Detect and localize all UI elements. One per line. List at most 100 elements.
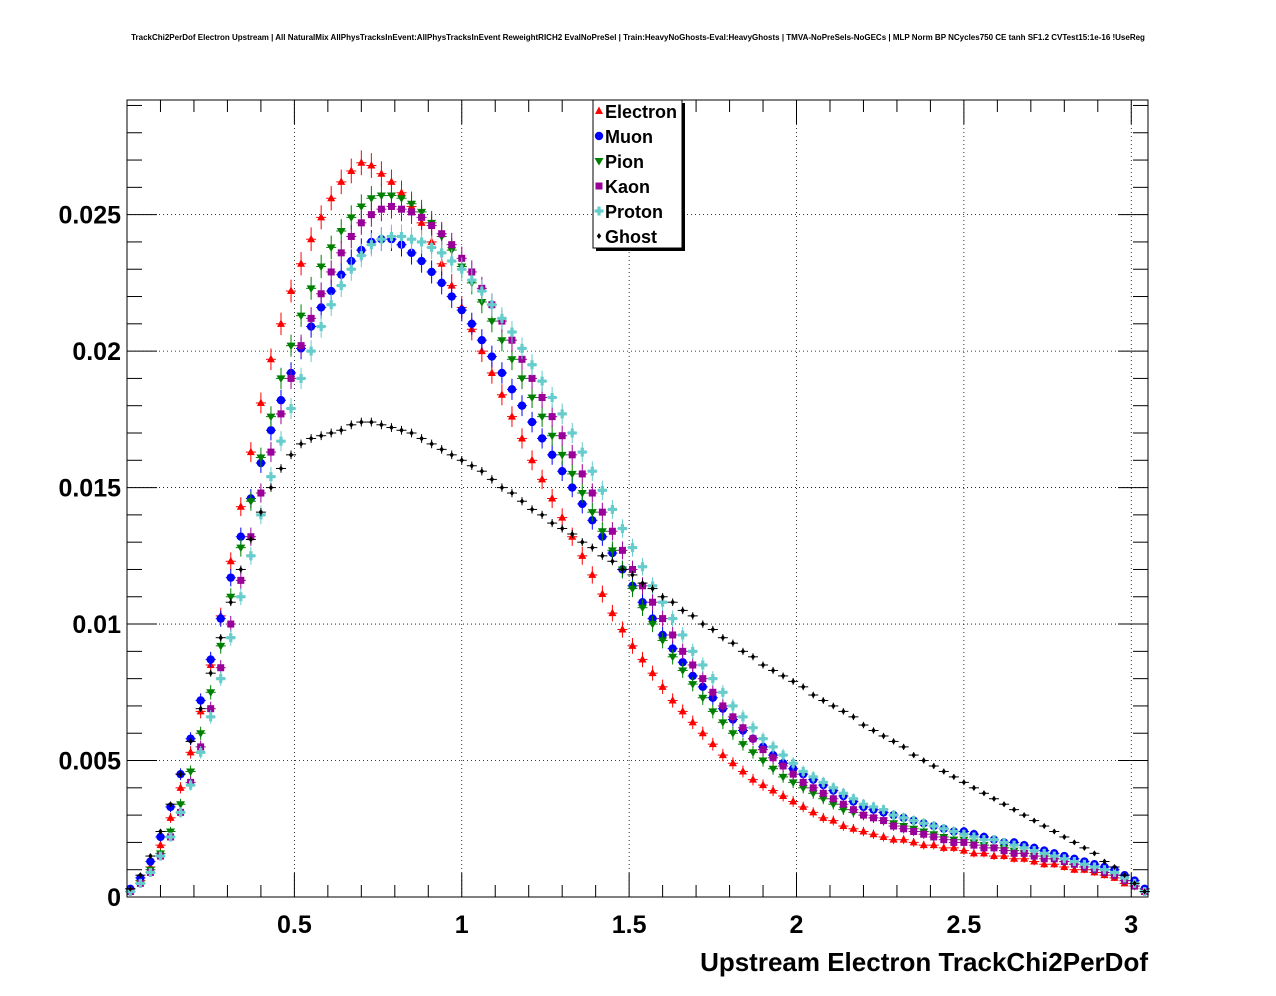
- muon-point: [578, 499, 587, 509]
- kaon-point: [327, 268, 335, 276]
- ghost-point: [469, 462, 474, 469]
- proton-point-v: [922, 818, 926, 828]
- electron-point: [1040, 859, 1049, 868]
- electron-point: [347, 166, 356, 174]
- ghost-point: [1042, 823, 1047, 830]
- pion-point: [266, 413, 276, 422]
- electron-point: [648, 668, 657, 677]
- proton-point-v: [1102, 865, 1107, 875]
- kaon-point: [448, 241, 456, 249]
- legend-label-pion: Pion: [605, 152, 644, 172]
- electron-point: [859, 826, 868, 835]
- muon-point: [507, 385, 517, 394]
- electron-point: [538, 474, 547, 483]
- kaon-point: [528, 374, 536, 382]
- legend-marker-muon: [594, 131, 604, 141]
- proton-point-v: [1042, 848, 1046, 858]
- ghost-point: [901, 743, 906, 750]
- muon-point: [156, 832, 165, 842]
- muon-point: [226, 573, 235, 582]
- electron-point: [1030, 857, 1039, 865]
- ghost-point: [1031, 817, 1037, 824]
- pion-point: [376, 192, 386, 201]
- electron-point: [608, 608, 617, 617]
- proton-point-v: [158, 851, 163, 861]
- electron-point: [678, 706, 687, 715]
- electron-point: [598, 589, 607, 598]
- muon-point: [427, 267, 436, 277]
- proton-point-v: [379, 234, 384, 244]
- proton-point-v: [912, 816, 916, 826]
- proton-point-v: [891, 810, 896, 820]
- electron-point: [979, 848, 988, 857]
- proton-point-v: [209, 712, 213, 722]
- pion-point: [778, 773, 788, 782]
- kaon-point: [839, 800, 847, 808]
- proton-point-v: [399, 231, 404, 241]
- kaon-point: [357, 219, 365, 227]
- pion-point: [557, 451, 567, 460]
- electron-point: [990, 851, 999, 860]
- muon-point: [537, 434, 547, 443]
- electron-point: [337, 177, 346, 185]
- pion-point: [758, 757, 768, 766]
- pion-point: [607, 547, 617, 555]
- electron-point: [789, 796, 798, 805]
- proton-point-v: [349, 264, 353, 274]
- proton-point-v: [661, 597, 665, 607]
- kaon-point: [408, 208, 416, 216]
- ghost-point: [248, 536, 254, 543]
- muon-point: [407, 248, 416, 258]
- pion-point: [487, 318, 497, 326]
- electron-point: [588, 570, 597, 578]
- y-tick-label: 0.025: [58, 202, 121, 230]
- kaon-point: [649, 598, 657, 606]
- kaon-point: [548, 413, 556, 421]
- electron-point: [658, 682, 667, 690]
- ghost-point: [951, 773, 957, 780]
- ghost-point: [730, 640, 736, 647]
- pion-point: [537, 413, 547, 422]
- proton-point-v: [1092, 862, 1097, 872]
- pion-point: [236, 544, 246, 553]
- electron-point: [849, 824, 858, 832]
- proton-point-v: [982, 835, 986, 845]
- kaon-point: [709, 688, 717, 696]
- electron-point: [497, 390, 506, 398]
- proton-point-v: [620, 524, 625, 534]
- ghost-point: [891, 738, 896, 745]
- x-tick-label: 0.5: [277, 911, 312, 939]
- proton-point-v: [460, 264, 464, 274]
- ghost-point: [288, 451, 294, 458]
- electron-point: [276, 319, 285, 327]
- ghost-point: [1122, 872, 1127, 879]
- ghost-point: [349, 421, 354, 428]
- muon-point: [527, 417, 537, 427]
- kaon-point: [428, 222, 436, 230]
- ghost-point: [369, 419, 374, 426]
- pion-point: [587, 509, 597, 517]
- legend-label-muon: Muon: [605, 127, 653, 147]
- electron-point: [889, 835, 898, 843]
- electron-point: [899, 835, 908, 843]
- y-tick-label: 0.02: [72, 338, 121, 366]
- proton-point-v: [470, 275, 474, 285]
- legend-marker-proton-v: [597, 206, 601, 216]
- ghost-point: [439, 446, 444, 453]
- legend-label-ghost: Ghost: [605, 227, 657, 247]
- kaon-point: [870, 814, 878, 822]
- ghost-point: [559, 525, 565, 532]
- ghost-point: [509, 490, 515, 497]
- kaon-point: [237, 576, 245, 584]
- kaon-point: [739, 724, 747, 732]
- kaon-point: [799, 778, 807, 786]
- electron-point: [186, 747, 195, 756]
- ghost-point: [519, 498, 525, 505]
- pion-point: [246, 498, 256, 506]
- electron-point: [518, 433, 527, 442]
- kaon-point: [829, 795, 837, 803]
- kaon-point: [910, 827, 918, 835]
- muon-point: [557, 467, 567, 476]
- pion-point: [808, 790, 818, 798]
- pion-point: [517, 375, 527, 383]
